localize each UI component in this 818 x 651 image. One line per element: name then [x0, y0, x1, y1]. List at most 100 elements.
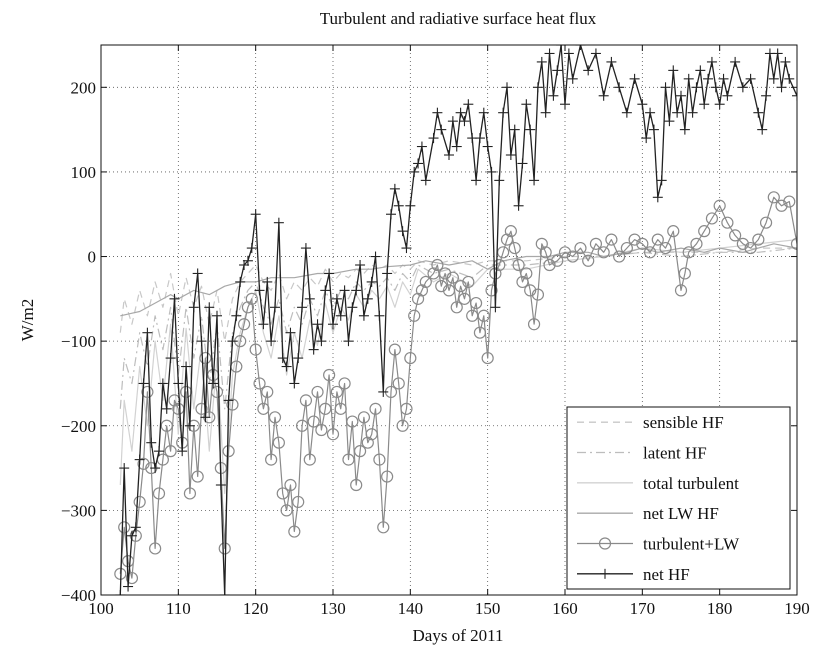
- data-point-net-hf: [668, 65, 679, 76]
- data-point-net-hf: [370, 251, 381, 262]
- data-point-net-hf: [482, 141, 493, 152]
- data-point-net-hf: [304, 293, 315, 304]
- data-point-turbulent-lw: [674, 284, 688, 297]
- data-point-net-hf: [374, 310, 385, 321]
- data-point-net-hf: [583, 65, 594, 76]
- data-point-turbulent-lw: [346, 415, 359, 428]
- data-point-turbulent-lw: [508, 241, 521, 255]
- data-point-net-hf: [254, 285, 265, 296]
- data-point-net-hf: [335, 310, 346, 321]
- series-markers-net-hf: [115, 45, 797, 595]
- data-point-turbulent-lw: [253, 377, 266, 390]
- data-point-turbulent-lw: [698, 225, 711, 238]
- data-point-net-hf: [560, 99, 570, 110]
- data-point-turbulent-lw: [659, 241, 672, 255]
- data-point-turbulent-lw: [427, 267, 440, 280]
- data-point-turbulent-lw: [377, 521, 390, 534]
- x-tick-label: 140: [398, 599, 424, 618]
- data-point-net-hf: [699, 99, 710, 110]
- data-point-turbulent-lw: [458, 292, 471, 305]
- data-point-net-hf: [660, 82, 671, 93]
- data-point-net-hf: [505, 150, 516, 160]
- data-point-turbulent-lw: [582, 254, 595, 267]
- data-point-net-hf: [517, 158, 528, 169]
- data-point-net-hf: [703, 73, 714, 84]
- data-point-net-hf: [621, 107, 632, 118]
- data-point-net-hf: [212, 310, 222, 321]
- data-point-net-hf: [331, 293, 342, 304]
- data-point-net-hf: [223, 395, 234, 406]
- data-point-net-hf: [289, 378, 300, 389]
- data-point-turbulent-lw: [543, 258, 556, 272]
- data-point-turbulent-lw: [729, 229, 742, 242]
- data-point-net-hf: [169, 293, 180, 304]
- data-point-turbulent-lw: [613, 250, 626, 263]
- data-point-turbulent-lw: [500, 233, 514, 246]
- data-point-turbulent-lw: [535, 237, 548, 250]
- data-point-turbulent-lw: [705, 212, 719, 225]
- data-point-turbulent-lw: [481, 351, 494, 365]
- data-point-net-hf: [192, 268, 203, 279]
- data-point-net-hf: [401, 243, 412, 254]
- data-point-net-hf: [428, 133, 439, 144]
- plot-frame: [100, 44, 798, 596]
- data-point-turbulent-lw: [589, 237, 603, 250]
- data-point-turbulent-lw: [566, 250, 579, 263]
- data-point-turbulent-lw: [292, 495, 305, 509]
- data-point-net-hf: [710, 82, 721, 93]
- data-point-net-hf: [262, 276, 273, 287]
- data-point-turbulent-lw: [125, 571, 139, 585]
- y-tick-label: 200: [71, 78, 97, 97]
- data-point-net-hf: [320, 285, 331, 296]
- y-tick-label: 100: [71, 163, 97, 182]
- data-point-net-hf: [525, 124, 536, 135]
- data-point-turbulent-lw: [442, 284, 456, 297]
- data-point-turbulent-lw: [396, 419, 409, 432]
- data-point-turbulent-lw: [342, 453, 355, 466]
- data-point-net-hf: [138, 378, 149, 389]
- data-point-net-hf: [196, 336, 207, 347]
- data-point-turbulent-lw: [790, 237, 797, 250]
- data-point-turbulent-lw: [527, 318, 541, 331]
- x-tick-label: 190: [784, 599, 810, 618]
- data-point-net-hf: [768, 73, 779, 84]
- data-point-net-hf: [134, 454, 145, 465]
- data-point-net-hf: [324, 268, 335, 279]
- data-point-turbulent-lw: [531, 288, 545, 301]
- data-point-turbulent-lw: [311, 385, 324, 399]
- x-tick-label: 110: [166, 599, 191, 618]
- data-point-net-hf: [339, 285, 350, 296]
- data-point-turbulent-lw: [350, 478, 363, 492]
- data-point-turbulent-lw: [551, 254, 564, 267]
- data-point-turbulent-lw: [245, 292, 258, 305]
- data-point-net-hf: [648, 124, 659, 135]
- chart-title: Turbulent and radiative surface heat flu…: [320, 9, 597, 28]
- data-point-net-hf: [664, 116, 675, 127]
- data-point-turbulent-lw: [319, 402, 332, 415]
- legend: sensible HF latent HF total turbulent net L…: [566, 406, 791, 590]
- data-point-net-hf: [737, 82, 748, 93]
- data-point-net-hf: [343, 336, 354, 347]
- legend-label-net-lw-hf: net LW HF: [643, 504, 719, 523]
- x-tick-label: 100: [88, 599, 114, 618]
- data-point-turbulent-lw: [195, 402, 208, 415]
- data-point-net-hf: [355, 260, 366, 270]
- data-point-turbulent-lw: [365, 428, 378, 441]
- data-point-net-hf: [242, 255, 253, 266]
- data-point-turbulent-lw: [783, 195, 796, 208]
- data-point-net-hf: [436, 124, 447, 135]
- data-point-turbulent-lw: [597, 246, 610, 259]
- data-point-turbulent-lw: [558, 246, 572, 259]
- data-point-net-hf: [413, 158, 424, 169]
- x-tick-label: 180: [707, 599, 733, 618]
- data-point-turbulent-lw: [489, 267, 502, 280]
- data-point-net-hf: [471, 175, 482, 186]
- data-point-net-hf: [645, 107, 656, 118]
- data-point-net-hf: [293, 353, 304, 364]
- data-point-turbulent-lw: [361, 436, 374, 449]
- data-point-net-hf: [536, 56, 547, 67]
- data-point-net-hf: [718, 73, 729, 84]
- data-point-net-hf: [544, 48, 555, 59]
- data-point-net-hf: [722, 90, 733, 101]
- data-point-net-hf: [606, 56, 617, 67]
